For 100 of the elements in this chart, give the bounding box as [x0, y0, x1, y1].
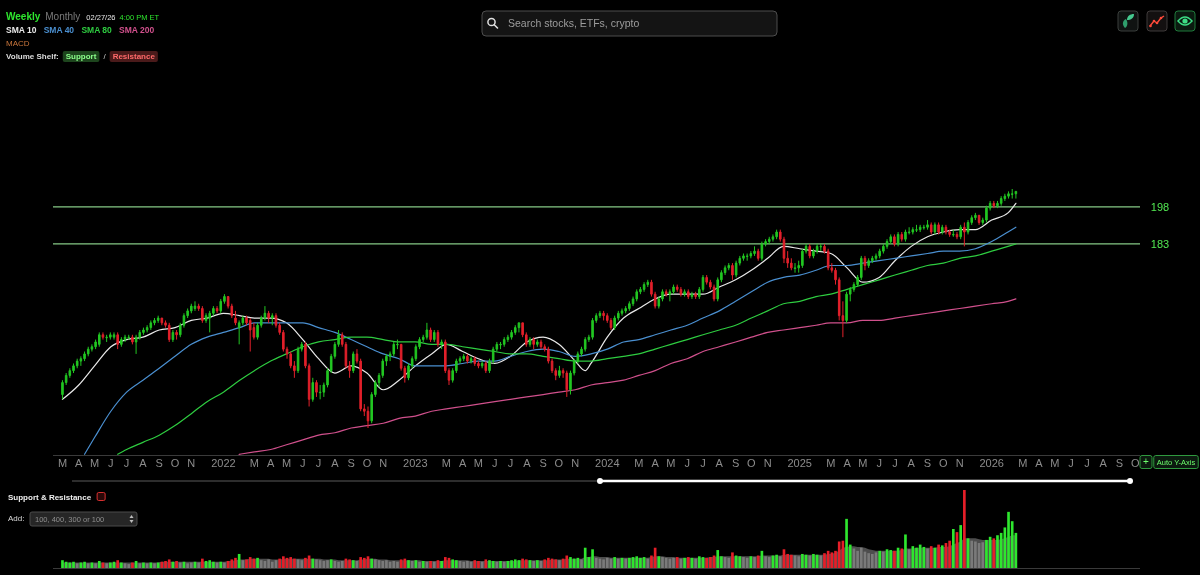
- candlestick: [75, 358, 79, 369]
- candlestick: [440, 339, 443, 350]
- bar: [363, 557, 366, 568]
- candlestick: [517, 322, 521, 333]
- x-tick-label: M: [826, 457, 836, 469]
- bar: [767, 557, 771, 568]
- bar: [94, 563, 97, 568]
- bar: [153, 563, 156, 568]
- bar: [212, 561, 215, 568]
- x-tick-label: 2022: [211, 457, 236, 469]
- candlestick: [366, 405, 370, 429]
- bar: [513, 559, 517, 568]
- candlestick: [819, 243, 823, 252]
- bar: [727, 557, 731, 568]
- bar: [716, 550, 720, 568]
- bar: [819, 555, 823, 568]
- bar: [270, 561, 274, 568]
- candlestick: [536, 339, 539, 348]
- bar: [929, 546, 933, 568]
- x-tick-label: A: [907, 457, 916, 469]
- bar: [937, 544, 940, 568]
- x-tick-label: A: [75, 457, 84, 469]
- text: Search stocks, ETFs, crypto: [508, 17, 640, 29]
- bar: [985, 539, 988, 568]
- x-tick-label: J: [1068, 457, 1074, 469]
- bar: [823, 553, 826, 568]
- bar: [219, 561, 223, 568]
- candlestick: [267, 310, 270, 324]
- candlestick: [602, 310, 605, 321]
- bar: [403, 558, 407, 568]
- bar: [900, 548, 904, 568]
- candlestick: [462, 353, 465, 362]
- candlestick: [528, 336, 532, 348]
- bar: [889, 550, 893, 568]
- bar: [683, 557, 686, 568]
- bar: [326, 560, 329, 568]
- x-tick-label: 2026: [979, 457, 1004, 469]
- bar: [859, 547, 863, 568]
- bar: [594, 557, 598, 568]
- bar: [374, 559, 377, 568]
- bar: [230, 559, 234, 568]
- text: SMA 10: [6, 25, 37, 35]
- candlestick: [646, 279, 650, 288]
- candlestick: [145, 324, 149, 333]
- candlestick: [565, 370, 569, 398]
- candlestick: [900, 231, 904, 243]
- candlestick: [248, 317, 252, 353]
- x-tick-label: J: [684, 457, 690, 469]
- bar: [569, 557, 572, 568]
- candlestick: [940, 224, 944, 235]
- candlestick: [271, 312, 274, 326]
- candlestick: [127, 334, 131, 341]
- candlestick: [955, 231, 959, 240]
- candlestick: [425, 322, 429, 341]
- candlestick: [889, 233, 893, 245]
- x-tick-label: M: [858, 457, 868, 469]
- bar: [646, 558, 650, 568]
- bar: [396, 561, 399, 568]
- candlestick: [996, 200, 999, 209]
- bar: [672, 557, 675, 568]
- x-tick-label: O: [362, 457, 372, 469]
- x-tick-label: O: [939, 457, 949, 469]
- candlestick: [863, 255, 867, 271]
- bar: [808, 555, 812, 568]
- candlestick: [123, 334, 127, 343]
- bar: [963, 490, 966, 568]
- annotation: Support & Resistance: [8, 493, 92, 502]
- candlestick: [1010, 188, 1014, 200]
- candlestick: [871, 255, 874, 264]
- candlestick: [83, 351, 86, 362]
- bar: [974, 541, 977, 568]
- candlestick: [952, 229, 955, 238]
- bar: [116, 560, 120, 568]
- bar: [756, 555, 760, 568]
- candlestick: [896, 231, 900, 247]
- bar: [186, 563, 189, 568]
- candlestick: [480, 360, 484, 369]
- x-tick-label: O: [747, 457, 757, 469]
- bar: [951, 529, 955, 568]
- bar: [1007, 511, 1010, 568]
- bar: [477, 560, 480, 568]
- x-tick-label: M: [666, 457, 676, 469]
- bar: [628, 557, 631, 568]
- bar: [915, 547, 918, 568]
- candlestick: [90, 343, 94, 353]
- candlestick: [731, 262, 734, 281]
- x-tick-label: M: [634, 457, 644, 469]
- x-tick-label: A: [139, 457, 148, 469]
- bar: [639, 557, 642, 568]
- bar: [86, 563, 90, 568]
- text: SMA 200: [119, 25, 155, 35]
- candlestick: [175, 329, 178, 341]
- x-tick-label: A: [1099, 457, 1108, 469]
- candlestick: [635, 288, 639, 302]
- bar: [189, 562, 193, 568]
- bar: [484, 559, 488, 568]
- text: 183: [1150, 237, 1170, 250]
- bar: [778, 556, 782, 568]
- bar: [996, 535, 999, 568]
- bar: [223, 562, 226, 568]
